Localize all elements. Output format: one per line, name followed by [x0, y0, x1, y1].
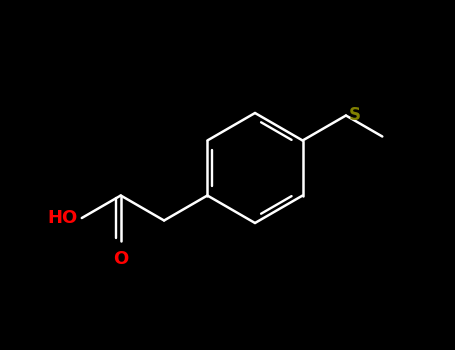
Text: S: S — [349, 106, 361, 125]
Text: HO: HO — [47, 209, 78, 227]
Text: O: O — [113, 251, 128, 268]
